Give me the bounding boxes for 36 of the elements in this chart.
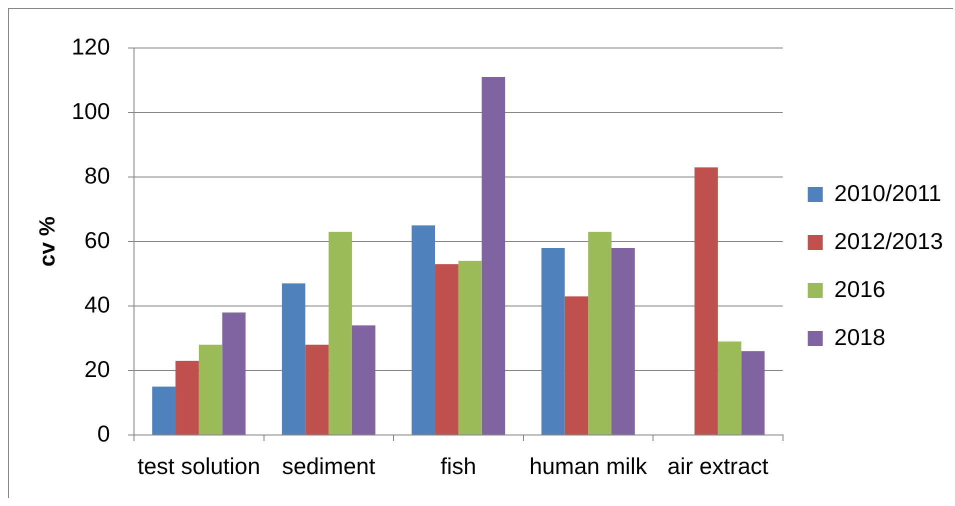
y-tick-label: 120 [72,33,110,60]
bar [222,312,246,434]
y-tick-label: 20 [84,356,110,382]
bar [588,232,612,434]
y-tick-label: 80 [84,162,110,188]
legend-label: 2012/2013 [834,228,944,254]
bar [198,344,222,434]
y-tick-label: 60 [84,226,110,253]
bar [282,283,306,434]
bar [694,167,718,434]
bar [718,341,742,434]
y-tick-label: 40 [84,291,110,318]
bar [328,232,352,434]
legend-label: 2016 [834,276,886,302]
x-tick-label: air extract [667,453,769,480]
y-tick-label: 100 [72,98,110,124]
bar [612,248,635,434]
bar [541,248,565,434]
legend-label: 2018 [834,324,886,350]
bar [564,296,588,434]
x-tick-label: fish [440,453,476,480]
bar [352,325,376,434]
x-tick-label: human milk [529,453,648,480]
bar [458,260,482,434]
bar [741,351,765,434]
x-tick-label: test solution [138,453,260,480]
bar [152,386,176,434]
y-tick-label: 0 [97,420,110,446]
y-axis-title: cv % [34,216,60,267]
bar [176,360,199,434]
x-tick-label: sediment [282,453,376,480]
bar [482,77,506,434]
bar [412,225,436,434]
legend-label: 2010/2011 [834,180,942,206]
bar [435,264,458,434]
bar [305,344,329,434]
